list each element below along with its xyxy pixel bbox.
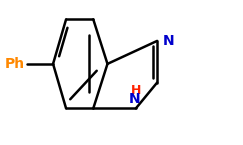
Text: N: N	[163, 34, 175, 48]
Text: H: H	[131, 84, 141, 97]
Text: Ph: Ph	[5, 57, 25, 71]
Text: N: N	[129, 91, 140, 106]
